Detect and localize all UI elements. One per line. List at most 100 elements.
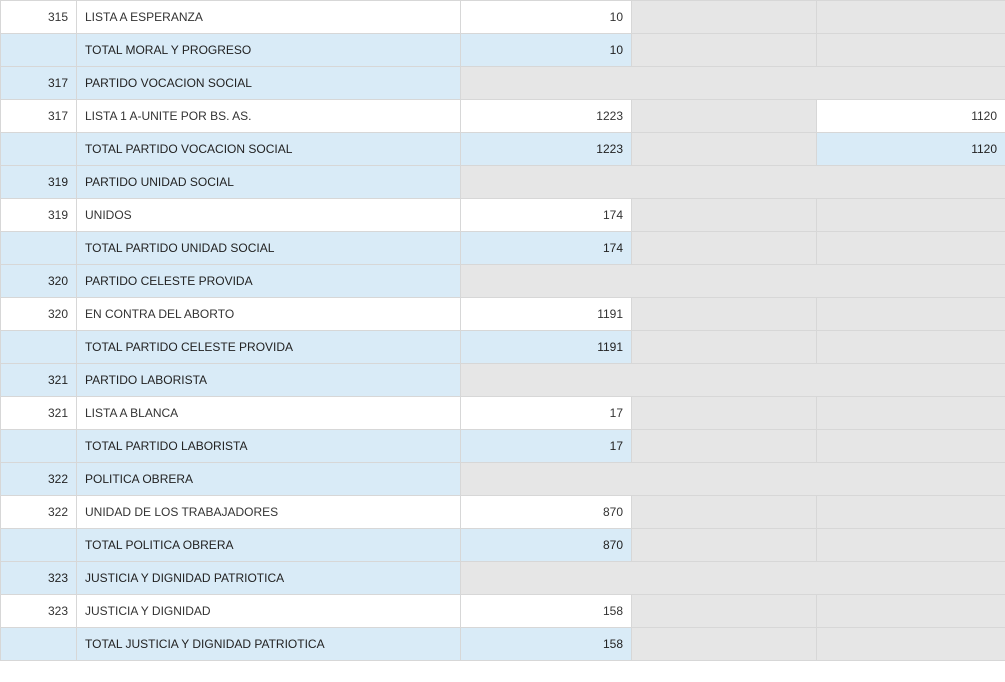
votes-cell-1: 1191 — [460, 297, 632, 331]
votes-cell-3 — [816, 627, 1005, 661]
votes-cell-2 — [631, 627, 817, 661]
votes-cell-3 — [816, 33, 1005, 67]
party-name-cell: PARTIDO CELESTE PROVIDA — [76, 264, 461, 298]
votes-cell-2 — [631, 99, 817, 133]
party-code-cell: 317 — [0, 99, 77, 133]
votes-cell-3: 1120 — [816, 132, 1005, 166]
party-name-cell: TOTAL MORAL Y PROGRESO — [76, 33, 461, 67]
total-row: TOTAL PARTIDO LABORISTA 17 — [0, 429, 1005, 463]
votes-cell-1: 1223 — [460, 99, 632, 133]
votes-cell-2 — [631, 594, 817, 628]
total-row: TOTAL PARTIDO UNIDAD SOCIAL 174 — [0, 231, 1005, 265]
votes-cell-3: 1120 — [816, 99, 1005, 133]
empty-votes-cell — [460, 462, 1005, 496]
votes-cell-1: 17 — [460, 429, 632, 463]
votes-cell-3 — [816, 495, 1005, 529]
votes-cell-2 — [631, 396, 817, 430]
party-name-cell: EN CONTRA DEL ABORTO — [76, 297, 461, 331]
votes-cell-3 — [816, 594, 1005, 628]
total-row: TOTAL POLITICA OBRERA 870 — [0, 528, 1005, 562]
votes-cell-2 — [631, 132, 817, 166]
party-name-cell: TOTAL PARTIDO UNIDAD SOCIAL — [76, 231, 461, 265]
votes-cell-1: 174 — [460, 198, 632, 232]
party-name-cell: POLITICA OBRERA — [76, 462, 461, 496]
party-name-cell: JUSTICIA Y DIGNIDAD — [76, 594, 461, 628]
votes-cell-3 — [816, 429, 1005, 463]
party-name-cell: TOTAL PARTIDO CELESTE PROVIDA — [76, 330, 461, 364]
party-code-cell — [0, 33, 77, 67]
empty-votes-cell — [460, 165, 1005, 199]
party-name-cell: UNIDAD DE LOS TRABAJADORES — [76, 495, 461, 529]
votes-cell-1: 17 — [460, 396, 632, 430]
list-row: 322 UNIDAD DE LOS TRABAJADORES 870 — [0, 495, 1005, 529]
party-code-cell — [0, 429, 77, 463]
party-name-cell: PARTIDO UNIDAD SOCIAL — [76, 165, 461, 199]
votes-cell-2 — [631, 429, 817, 463]
party-code-cell — [0, 627, 77, 661]
results-table: 315 LISTA A ESPERANZA 10 TOTAL MORAL Y PROG… — [0, 0, 1005, 661]
votes-cell-1: 158 — [460, 627, 632, 661]
list-row: 323 JUSTICIA Y DIGNIDAD 158 — [0, 594, 1005, 628]
party-code-cell — [0, 330, 77, 364]
party-header-row: 319 PARTIDO UNIDAD SOCIAL — [0, 165, 1005, 199]
party-name-cell: TOTAL POLITICA OBRERA — [76, 528, 461, 562]
votes-cell-3 — [816, 198, 1005, 232]
votes-cell-2 — [631, 0, 817, 34]
party-code-cell: 320 — [0, 264, 77, 298]
list-row: 319 UNIDOS 174 — [0, 198, 1005, 232]
list-row: 315 LISTA A ESPERANZA 10 — [0, 0, 1005, 34]
party-name-cell: LISTA A BLANCA — [76, 396, 461, 430]
party-header-row: 322 POLITICA OBRERA — [0, 462, 1005, 496]
votes-cell-1: 1191 — [460, 330, 632, 364]
list-row: 317 LISTA 1 A-UNITE POR BS. AS. 1223 1120 — [0, 99, 1005, 133]
votes-cell-2 — [631, 330, 817, 364]
total-row: TOTAL PARTIDO VOCACION SOCIAL 1223 1120 — [0, 132, 1005, 166]
party-header-row: 317 PARTIDO VOCACION SOCIAL — [0, 66, 1005, 100]
party-code-cell: 321 — [0, 363, 77, 397]
party-code-cell — [0, 231, 77, 265]
party-code-cell: 322 — [0, 462, 77, 496]
party-code-cell: 320 — [0, 297, 77, 331]
empty-votes-cell — [460, 264, 1005, 298]
votes-cell-3 — [816, 297, 1005, 331]
empty-votes-cell — [460, 363, 1005, 397]
votes-cell-1: 1223 — [460, 132, 632, 166]
votes-cell-2 — [631, 198, 817, 232]
list-row: 320 EN CONTRA DEL ABORTO 1191 — [0, 297, 1005, 331]
votes-cell-1: 870 — [460, 528, 632, 562]
party-name-cell: PARTIDO LABORISTA — [76, 363, 461, 397]
party-name-cell: JUSTICIA Y DIGNIDAD PATRIOTICA — [76, 561, 461, 595]
party-header-row: 323 JUSTICIA Y DIGNIDAD PATRIOTICA — [0, 561, 1005, 595]
votes-cell-3 — [816, 231, 1005, 265]
party-name-cell: LISTA A ESPERANZA — [76, 0, 461, 34]
total-row: TOTAL PARTIDO CELESTE PROVIDA 1191 — [0, 330, 1005, 364]
votes-cell-3 — [816, 0, 1005, 34]
party-code-cell — [0, 528, 77, 562]
total-row: TOTAL MORAL Y PROGRESO 10 — [0, 33, 1005, 67]
party-code-cell: 317 — [0, 66, 77, 100]
party-name-cell: LISTA 1 A-UNITE POR BS. AS. — [76, 99, 461, 133]
votes-cell-1: 174 — [460, 231, 632, 265]
votes-cell-3 — [816, 396, 1005, 430]
party-code-cell: 323 — [0, 561, 77, 595]
votes-cell-2 — [631, 231, 817, 265]
votes-cell-2 — [631, 297, 817, 331]
votes-cell-3 — [816, 528, 1005, 562]
votes-cell-2 — [631, 495, 817, 529]
party-name-cell: TOTAL PARTIDO VOCACION SOCIAL — [76, 132, 461, 166]
party-header-row: 320 PARTIDO CELESTE PROVIDA — [0, 264, 1005, 298]
party-code-cell: 315 — [0, 0, 77, 34]
party-code-cell: 322 — [0, 495, 77, 529]
votes-cell-1: 158 — [460, 594, 632, 628]
party-header-row: 321 PARTIDO LABORISTA — [0, 363, 1005, 397]
party-code-cell — [0, 132, 77, 166]
party-name-cell: TOTAL PARTIDO LABORISTA — [76, 429, 461, 463]
party-code-cell: 321 — [0, 396, 77, 430]
party-code-cell: 319 — [0, 198, 77, 232]
votes-cell-2 — [631, 528, 817, 562]
party-code-cell: 319 — [0, 165, 77, 199]
party-code-cell: 323 — [0, 594, 77, 628]
total-row: TOTAL JUSTICIA Y DIGNIDAD PATRIOTICA 158 — [0, 627, 1005, 661]
party-name-cell: UNIDOS — [76, 198, 461, 232]
votes-cell-2 — [631, 33, 817, 67]
